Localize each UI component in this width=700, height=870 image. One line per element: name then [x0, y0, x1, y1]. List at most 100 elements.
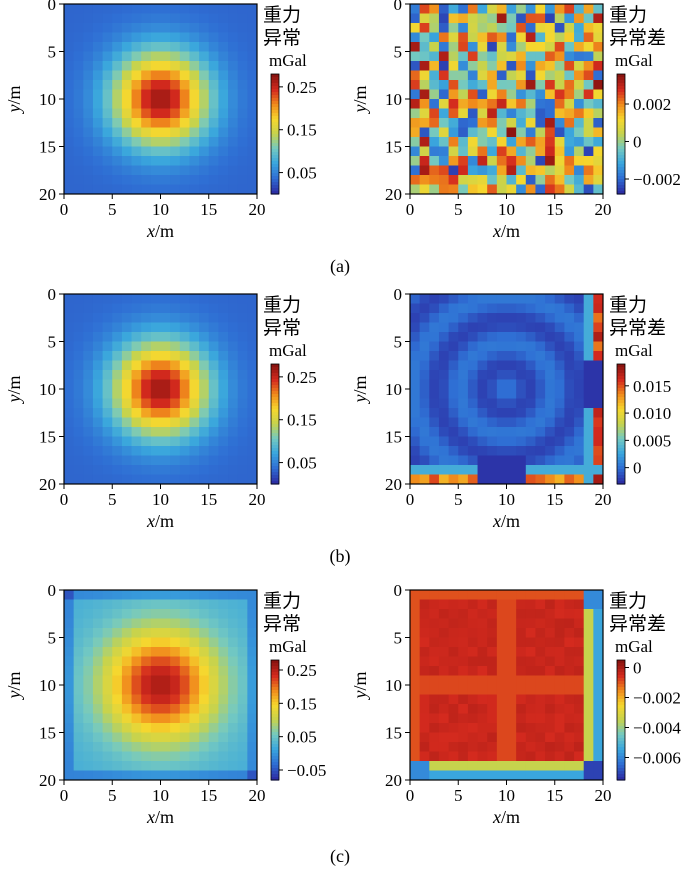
heatmap-cell — [189, 13, 200, 24]
colorbar-segment — [271, 699, 279, 703]
heatmap-cell — [545, 675, 556, 686]
heatmap-cell — [247, 408, 258, 418]
heatmap-cell — [228, 637, 239, 648]
heatmap-cell — [574, 685, 585, 695]
y-tick-label: 10 — [385, 380, 402, 399]
heatmap-cell — [583, 666, 594, 676]
heatmap-cell — [237, 398, 248, 409]
heatmap-cell — [467, 637, 479, 648]
heatmap-cell — [429, 609, 440, 619]
heatmap-cell — [141, 618, 152, 629]
heatmap-cell — [458, 685, 469, 695]
heatmap-cell — [545, 427, 556, 437]
heatmap-cell — [170, 685, 181, 695]
heatmap-cell — [516, 70, 527, 81]
heatmap-cell — [92, 165, 104, 176]
heatmap-cell — [112, 61, 123, 71]
heatmap-cell — [496, 694, 507, 705]
heatmap-cell — [593, 51, 604, 62]
colorbar-segment — [617, 128, 625, 132]
heatmap-cell — [102, 647, 113, 657]
heatmap-cell — [438, 99, 450, 109]
heatmap-cell — [467, 127, 479, 138]
heatmap-cell — [467, 761, 479, 771]
heatmap-cell — [554, 4, 565, 14]
heatmap-cell — [458, 108, 469, 119]
heatmap-cell — [150, 389, 161, 399]
heatmap-cell — [525, 23, 536, 33]
heatmap-cell — [83, 637, 94, 648]
colorbar-segment — [617, 83, 625, 87]
heatmap-cell — [237, 184, 248, 195]
heatmap-cell — [64, 751, 75, 762]
heatmap-cell — [64, 389, 75, 399]
colorbar-segment — [271, 472, 279, 476]
heatmap-cell — [419, 80, 430, 90]
heatmap-cell — [92, 108, 104, 119]
heatmap-cell — [218, 675, 229, 686]
heatmap-cell — [131, 351, 142, 361]
heatmap-cell — [83, 332, 94, 342]
heatmap-cell — [554, 303, 565, 314]
heatmap-cell — [160, 704, 171, 714]
colorbar-segment — [271, 744, 279, 748]
heatmap-cell — [410, 23, 421, 33]
heatmap-cell — [150, 723, 161, 733]
heatmap-cell — [199, 313, 210, 323]
heatmap-cell — [487, 685, 498, 695]
heatmap-cell — [170, 742, 181, 752]
x-tick-label: 20 — [595, 786, 612, 805]
heatmap-cell — [516, 127, 527, 138]
heatmap-cell — [574, 341, 585, 352]
colorbar-segment — [617, 445, 625, 449]
heatmap-cell — [467, 694, 479, 705]
heatmap-cell — [141, 685, 152, 695]
heatmap-cell — [564, 61, 575, 71]
heatmap-cell — [83, 761, 94, 771]
heatmap-cell — [199, 322, 210, 333]
heatmap-cell — [73, 370, 84, 380]
heatmap-cell — [131, 761, 142, 771]
colorbar-segment — [617, 89, 625, 93]
heatmap-cell — [574, 713, 585, 724]
heatmap-cell — [506, 694, 517, 705]
heatmap-cell — [64, 713, 75, 724]
colorbar-segment — [617, 185, 625, 189]
heatmap-cell — [150, 761, 161, 771]
heatmap-cell — [73, 175, 84, 185]
heatmap-cell — [496, 455, 507, 466]
heatmap-cell — [487, 80, 498, 90]
heatmap-cell — [554, 360, 565, 371]
heatmap-cell — [448, 417, 459, 428]
colorbar-segment — [271, 158, 279, 162]
heatmap-cell — [467, 446, 479, 456]
y-axis-label: y/m — [4, 85, 24, 114]
heatmap-cell — [218, 80, 229, 90]
heatmap-cell — [170, 455, 181, 466]
heatmap-cell — [160, 341, 171, 352]
heatmap-cell — [583, 427, 594, 437]
colorbar-tick-label: −0.05 — [287, 761, 326, 780]
heatmap-cell — [564, 465, 575, 475]
x-tick-label: 0 — [60, 786, 69, 805]
heatmap-cell — [218, 770, 229, 781]
heatmap-cell — [237, 408, 248, 418]
heatmap-cell — [121, 666, 133, 676]
heatmap-cell — [574, 370, 585, 380]
heatmap-cell — [583, 398, 594, 409]
heatmap-cell — [92, 379, 104, 390]
heatmap-cell — [419, 647, 430, 657]
heatmap-cell — [179, 294, 190, 304]
heatmap-cell — [64, 370, 75, 380]
heatmap-cell — [535, 32, 546, 43]
heatmap-cell — [83, 184, 94, 195]
heatmap-cell — [73, 675, 84, 686]
heatmap-cell — [496, 770, 507, 781]
heatmap-cell — [525, 118, 536, 128]
heatmap-cell — [150, 609, 161, 619]
heatmap-cell — [583, 761, 594, 771]
heatmap-cell — [83, 127, 94, 138]
heatmap-cell — [247, 137, 258, 147]
heatmap-cell — [179, 685, 190, 695]
heatmap-cell — [208, 609, 219, 619]
